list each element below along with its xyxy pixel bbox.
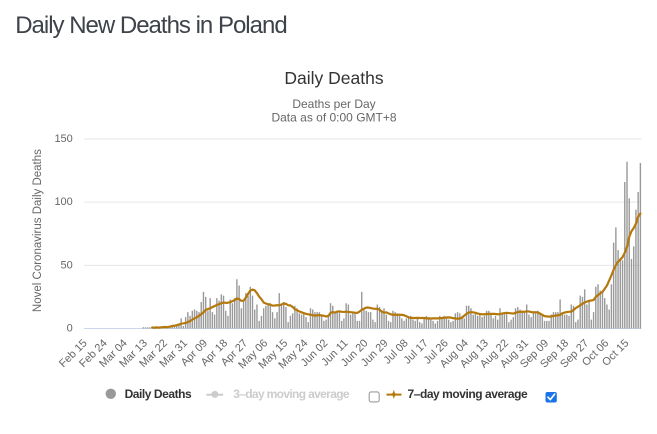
svg-text:7–day moving average: 7–day moving average xyxy=(408,387,529,401)
svg-text:Deaths per Day: Deaths per Day xyxy=(292,97,375,111)
svg-text:0: 0 xyxy=(67,323,73,335)
svg-text:Novel Coronavirus Daily Deaths: Novel Coronavirus Daily Deaths xyxy=(32,149,44,312)
svg-text:50: 50 xyxy=(61,259,73,271)
svg-text:Daily New Deaths in Poland: Daily New Deaths in Poland xyxy=(15,12,286,39)
svg-text:Daily Deaths: Daily Deaths xyxy=(125,387,192,401)
svg-text:Data as of 0:00 GMT+8: Data as of 0:00 GMT+8 xyxy=(271,111,396,125)
svg-text:3–day moving average: 3–day moving average xyxy=(233,387,350,401)
svg-text:150: 150 xyxy=(54,133,72,145)
svg-text:Daily Deaths: Daily Deaths xyxy=(284,68,383,88)
svg-text:100: 100 xyxy=(54,196,72,208)
